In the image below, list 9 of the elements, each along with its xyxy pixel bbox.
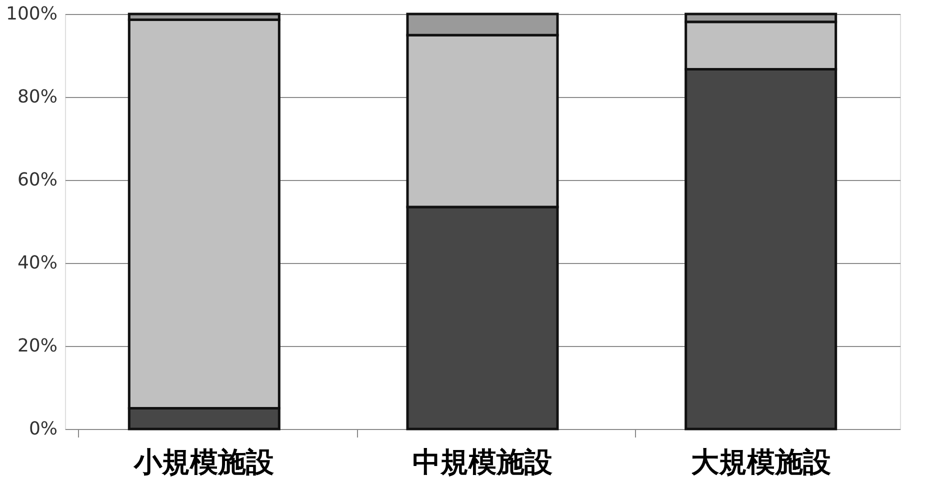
y-tick-label: 60% <box>17 170 58 190</box>
y-tick-label: 80% <box>17 86 58 108</box>
x-tick-label: 小規模施設 <box>133 446 274 478</box>
y-tick-label: 0% <box>28 418 58 440</box>
x-tick-label: 大規模施設 <box>690 446 831 478</box>
x-tick-label: 中規模施設 <box>412 446 552 478</box>
y-tick-label: 100% <box>6 4 58 24</box>
y-tick-label: 20% <box>17 336 58 356</box>
y-tick-label: 40% <box>17 252 58 274</box>
